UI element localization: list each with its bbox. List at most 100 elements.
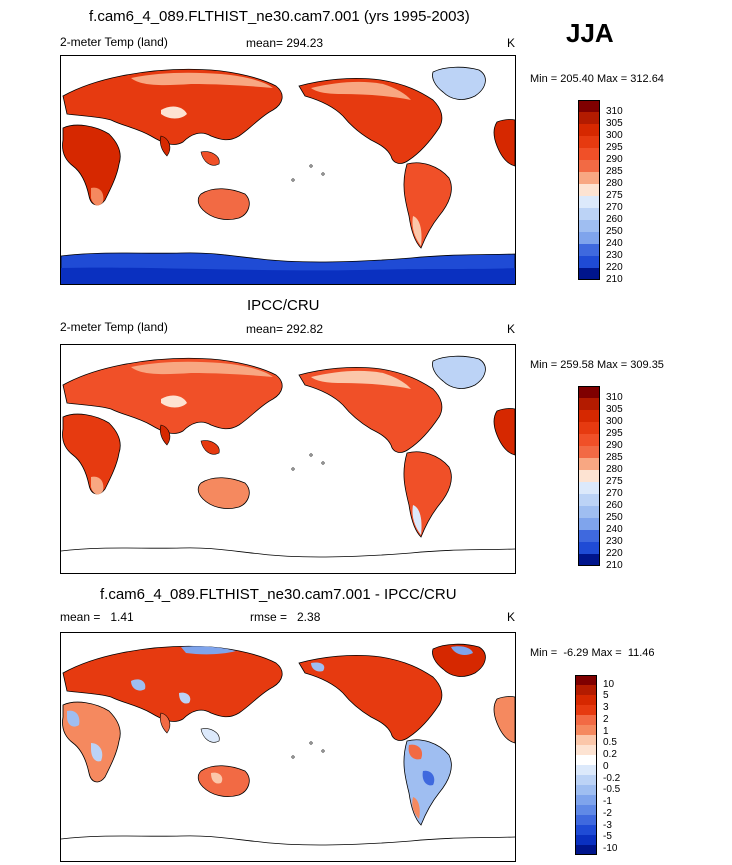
panel3-minmax: Min = -6.29 Max = 11.46	[530, 647, 655, 659]
tick-label: 230	[606, 250, 623, 261]
tick-label: 5	[603, 690, 609, 701]
swatch-2	[575, 695, 597, 705]
swatch-13	[578, 256, 600, 268]
panel3-title: f.cam6_4_089.FLTHIST_ne30.cam7.001 - IPC…	[100, 586, 457, 603]
tick-label: 210	[606, 560, 623, 571]
panel1-minmax: Min = 205.40 Max = 312.64	[530, 73, 664, 85]
swatch-6	[578, 172, 600, 184]
tick-label: 280	[606, 178, 623, 189]
panel3-colorbar: 10 5 3 2 1 0.5 0.2 0 -0.2 -0.5 -1 -2 -3 …	[575, 675, 635, 855]
north-america-land	[298, 366, 443, 453]
tick-label: 1	[603, 726, 609, 737]
tick-label: 275	[606, 190, 623, 201]
swatch-1	[578, 398, 600, 410]
panel2-mean-label: mean= 292.82	[246, 322, 324, 336]
tick-label: 285	[606, 166, 623, 177]
tick-label: -1	[603, 796, 612, 807]
swatch-8	[578, 482, 600, 494]
swatch-4	[575, 715, 597, 725]
tick-label: 305	[606, 404, 623, 415]
panel1-unit-label: K	[507, 36, 516, 50]
swatch-7	[578, 184, 600, 196]
panel2-variable-label: 2-meter Temp (land)	[60, 320, 168, 334]
tick-label: -0.5	[603, 784, 621, 795]
panel3-rmse-label: rmse = 2.38	[250, 610, 321, 624]
tick-label: 2	[603, 714, 609, 725]
panel2-unit-label: K	[507, 322, 516, 336]
tick-label: 305	[606, 118, 623, 129]
tick-label: 220	[606, 262, 623, 273]
tick-label: 210	[606, 274, 623, 285]
panel1-map	[60, 55, 516, 285]
swatch-9	[578, 208, 600, 220]
panel2-minmax: Min = 259.58 Max = 309.35	[530, 359, 664, 371]
tick-label: 250	[606, 512, 623, 523]
swatch-12	[578, 244, 600, 256]
swatch-9	[578, 494, 600, 506]
tick-label: -3	[603, 820, 612, 831]
swatch-0	[578, 100, 600, 112]
swatch-13	[578, 542, 600, 554]
swatch-8	[578, 196, 600, 208]
tick-label: -2	[603, 808, 612, 819]
australia-land	[197, 765, 250, 797]
greenland-land	[432, 66, 486, 100]
swatch-7	[575, 745, 597, 755]
tick-label: 275	[606, 476, 623, 487]
swatch-8	[575, 755, 597, 765]
panel3-unit-label: K	[507, 610, 516, 624]
tick-label: 240	[606, 238, 623, 249]
panel1-variable-label: 2-meter Temp (land)	[60, 35, 168, 49]
tick-label: 290	[606, 154, 623, 165]
africa-land	[62, 413, 121, 495]
tick-label: 0.2	[603, 749, 617, 760]
swatch-0	[575, 675, 597, 685]
swatch-2	[578, 124, 600, 136]
panel3-mean-label: mean = 1.41	[60, 610, 134, 624]
swatch-3	[578, 136, 600, 148]
tick-label: 3	[603, 702, 609, 713]
swatch-14	[578, 554, 600, 566]
tick-label: 270	[606, 488, 623, 499]
swatch-11	[578, 518, 600, 530]
eurasia-land	[62, 645, 283, 722]
swatch-7	[578, 470, 600, 482]
south-america-land	[403, 162, 452, 249]
tick-label: 220	[606, 548, 623, 559]
tick-label: 285	[606, 452, 623, 463]
swatch-0	[578, 386, 600, 398]
panel1-colorbar: 310 305 300 295 290 285 280 275 270 260 …	[578, 100, 638, 285]
swatch-12	[578, 530, 600, 542]
panel2-map	[60, 344, 516, 574]
tick-label: -10	[603, 843, 618, 854]
australia-land	[197, 188, 250, 220]
panel1-title: f.cam6_4_089.FLTHIST_ne30.cam7.001 (yrs …	[89, 8, 470, 25]
swatch-13	[575, 805, 597, 815]
tick-label: 260	[606, 214, 623, 225]
swatch-11	[575, 785, 597, 795]
swatch-5	[575, 725, 597, 735]
tick-label: 230	[606, 536, 623, 547]
swatch-3	[575, 705, 597, 715]
swatch-6	[575, 735, 597, 745]
swatch-1	[578, 112, 600, 124]
swatch-12	[575, 795, 597, 805]
tick-label: 310	[606, 392, 623, 403]
swatch-4	[578, 148, 600, 160]
swatch-2	[578, 410, 600, 422]
tick-label: 0	[603, 761, 609, 772]
swatch-1	[575, 685, 597, 695]
swatch-16	[575, 835, 597, 845]
swatch-14	[575, 815, 597, 825]
swatch-5	[578, 160, 600, 172]
tick-label: 10	[603, 679, 615, 690]
greenland-land	[432, 355, 486, 389]
tick-label: 300	[606, 416, 623, 427]
swatch-6	[578, 458, 600, 470]
tick-label: -5	[603, 831, 612, 842]
panel2-title: IPCC/CRU	[247, 297, 320, 314]
tick-label: 290	[606, 440, 623, 451]
tick-label: 310	[606, 106, 623, 117]
tick-label: -0.2	[603, 773, 621, 784]
tick-label: 270	[606, 202, 623, 213]
